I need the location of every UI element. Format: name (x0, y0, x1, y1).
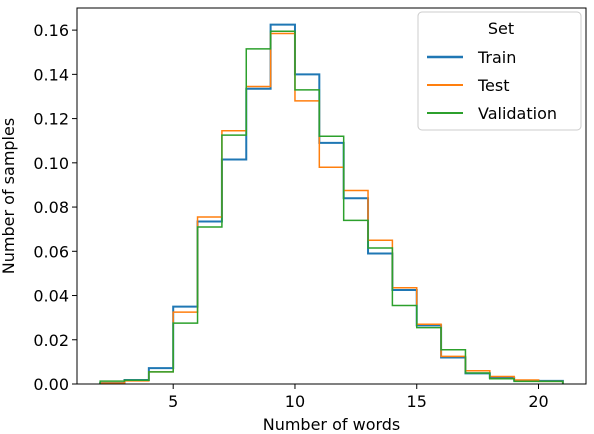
legend: Set Train Test Validation (417, 11, 582, 131)
legend-items: Train Test Validation (427, 48, 557, 123)
legend-label-validation: Validation (478, 104, 557, 123)
legend-box (417, 11, 582, 131)
y-axis-label: Number of samples (0, 118, 18, 274)
y-axis-ticks: 0.00 0.02 0.04 0.06 0.08 0.10 0.12 0.14 0.16 (33, 21, 77, 394)
y-tick-label: 0.16 (33, 21, 69, 40)
y-tick-label: 0.14 (33, 65, 69, 84)
plot-frame (76, 7, 587, 385)
x-axis-ticks: 5 10 15 20 (168, 384, 549, 411)
x-tick-label: 10 (285, 392, 305, 411)
y-tick-label: 0.06 (33, 242, 69, 261)
y-tick-label: 0.12 (33, 110, 69, 129)
x-axis-label: Number of words (263, 415, 401, 434)
y-tick-label: 0.02 (33, 331, 69, 350)
y-tick-label: 0.00 (33, 375, 69, 394)
series-validation-line (99, 30, 564, 384)
legend-label-train: Train (477, 48, 516, 67)
x-tick-label: 5 (168, 392, 178, 411)
y-tick-label: 0.04 (33, 287, 69, 306)
y-tick-label: 0.10 (33, 154, 69, 173)
x-tick-label: 20 (528, 392, 548, 411)
legend-title: Set (488, 19, 514, 38)
legend-label-test: Test (477, 76, 510, 95)
series-layer (99, 23, 564, 385)
x-tick-label: 15 (407, 392, 427, 411)
y-tick-label: 0.08 (33, 198, 69, 217)
